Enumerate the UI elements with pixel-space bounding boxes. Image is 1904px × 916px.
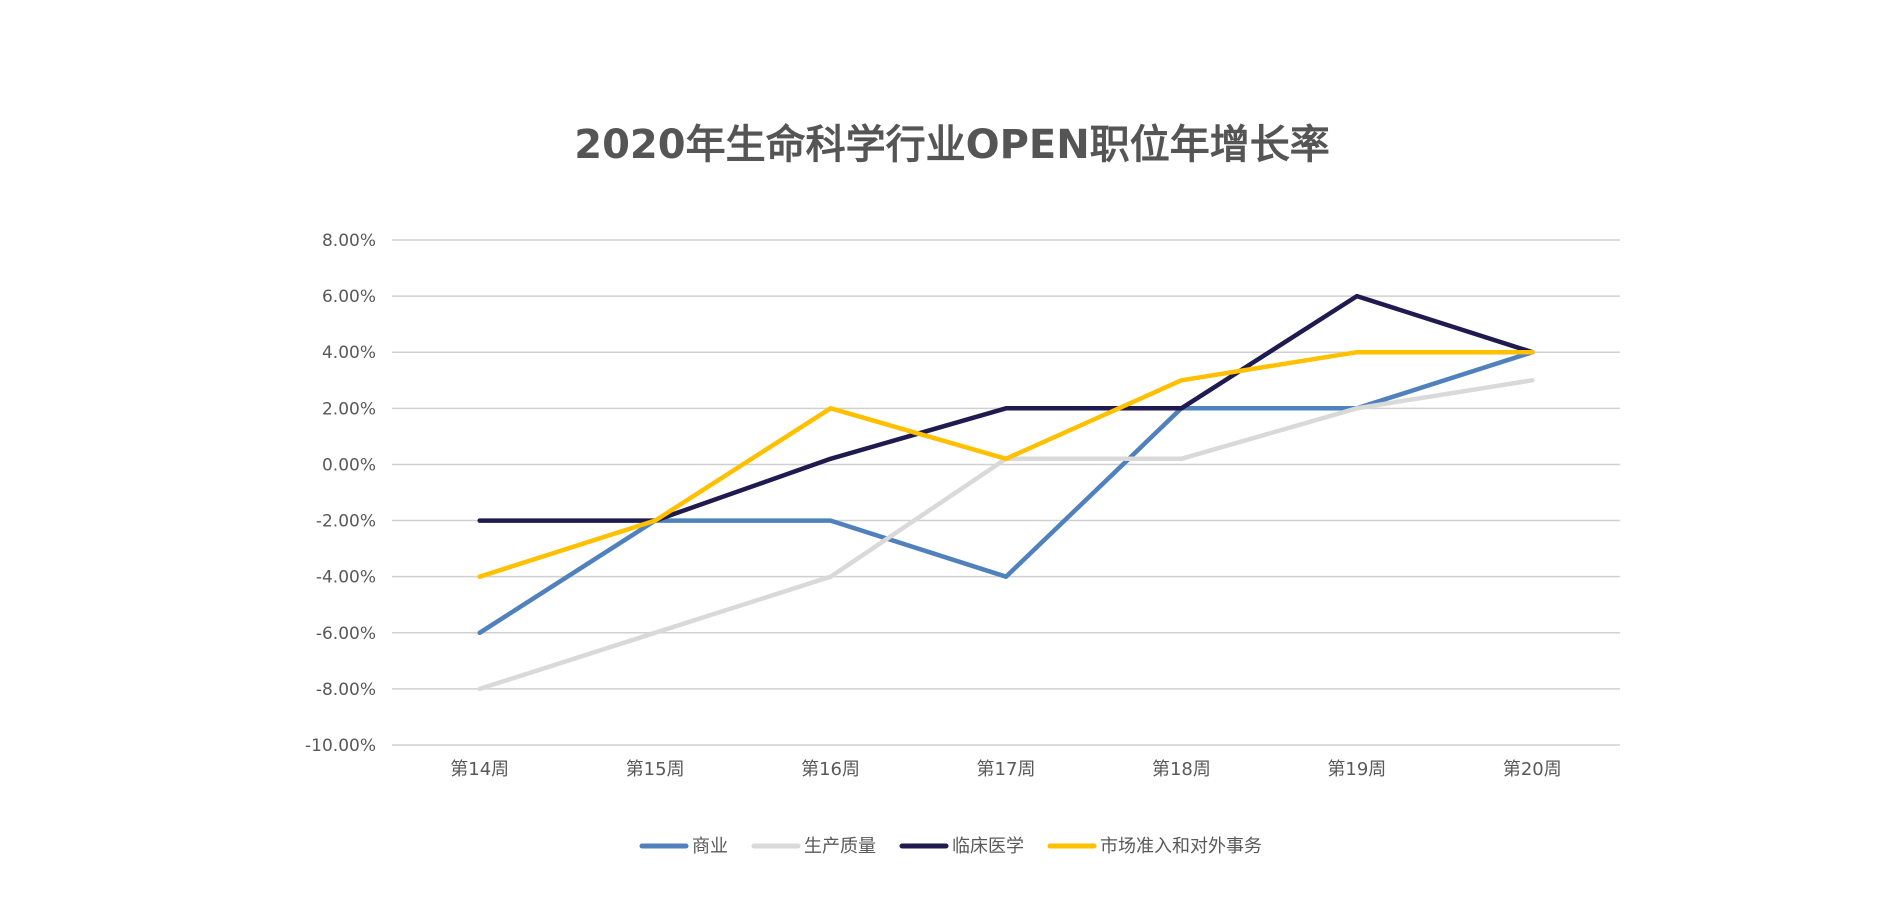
y-tick-label: 4.00% bbox=[322, 343, 376, 363]
y-tick-label: 6.00% bbox=[322, 287, 376, 307]
y-tick-label: 0.00% bbox=[322, 455, 376, 475]
x-tick-label: 第20周 bbox=[1503, 759, 1562, 780]
x-axis-ticks: 第14周 第15周 第16周 第17周 第18周 第19周 第20周 bbox=[450, 759, 1561, 780]
x-tick-label: 第18周 bbox=[1152, 759, 1211, 780]
series-line bbox=[477, 349, 1535, 579]
gridlines bbox=[392, 239, 1620, 746]
legend-label: 临床医学 bbox=[952, 836, 1024, 857]
y-tick-label: 8.00% bbox=[322, 231, 376, 251]
y-tick-label: -2.00% bbox=[316, 512, 376, 532]
chart-title: 2020年生命科学行业OPEN职位年增长率 bbox=[574, 122, 1330, 168]
y-axis-ticks: 8.00% 6.00% 4.00% 2.00% 0.00% -2.00% -4.00% -6.… bbox=[305, 231, 376, 756]
legend: 商业 生产质量 临床医学 市场准入和对外事务 bbox=[639, 836, 1262, 857]
y-tick-label: -10.00% bbox=[305, 736, 376, 756]
y-tick-label: -4.00% bbox=[316, 568, 376, 588]
x-tick-label: 第19周 bbox=[1327, 759, 1386, 780]
series-line bbox=[477, 349, 1535, 636]
series-lines bbox=[477, 293, 1535, 692]
y-tick-label: -6.00% bbox=[316, 624, 376, 644]
x-tick-label: 第17周 bbox=[977, 759, 1036, 780]
x-tick-label: 第16周 bbox=[801, 759, 860, 780]
y-tick-label: 2.00% bbox=[322, 399, 376, 419]
y-tick-label: -8.00% bbox=[316, 680, 376, 700]
legend-label: 商业 bbox=[692, 836, 728, 857]
x-tick-label: 第15周 bbox=[626, 759, 685, 780]
legend-label: 生产质量 bbox=[804, 836, 876, 857]
series-line bbox=[477, 378, 1535, 692]
legend-label: 市场准入和对外事务 bbox=[1100, 836, 1262, 857]
x-tick-label: 第14周 bbox=[450, 759, 509, 780]
